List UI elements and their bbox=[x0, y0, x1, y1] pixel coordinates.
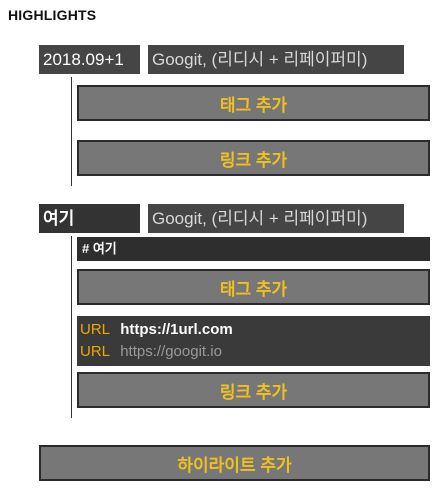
highlight-connector-line bbox=[71, 77, 72, 186]
highlight-name[interactable]: 2018.09+1 bbox=[39, 45, 140, 74]
link-url[interactable]: https://googit.io bbox=[120, 343, 222, 360]
highlight-header: 2018.09+1 Googit, (리디시 + 리페이퍼미) bbox=[39, 45, 404, 74]
add-tag-button[interactable]: 태그 추가 bbox=[77, 269, 430, 305]
highlight-name[interactable]: 여기 bbox=[39, 204, 140, 233]
add-link-button[interactable]: 링크 추가 bbox=[77, 140, 430, 176]
link-item[interactable]: URL https://googit.io bbox=[80, 341, 430, 363]
link-label: URL bbox=[80, 321, 111, 338]
highlight-book-title: Googit, (리디시 + 리페이퍼미) bbox=[148, 45, 404, 74]
link-url[interactable]: https://1url.com bbox=[120, 321, 233, 338]
add-link-button[interactable]: 링크 추가 bbox=[77, 372, 430, 408]
add-highlight-button[interactable]: 하이라이트 추가 bbox=[39, 445, 430, 481]
link-label: URL bbox=[80, 343, 111, 360]
page-title: HIGHLIGHTS bbox=[8, 7, 97, 23]
link-list: URL https://1url.com URL https://googit.… bbox=[77, 316, 430, 366]
highlight-connector-line bbox=[71, 236, 72, 418]
add-tag-button[interactable]: 태그 추가 bbox=[77, 85, 430, 121]
highlight-header: 여기 Googit, (리디시 + 리페이퍼미) bbox=[39, 204, 404, 233]
link-item[interactable]: URL https://1url.com bbox=[80, 319, 430, 341]
tag-chip[interactable]: # 여기 bbox=[77, 237, 430, 261]
highlight-book-title: Googit, (리디시 + 리페이퍼미) bbox=[148, 204, 404, 233]
